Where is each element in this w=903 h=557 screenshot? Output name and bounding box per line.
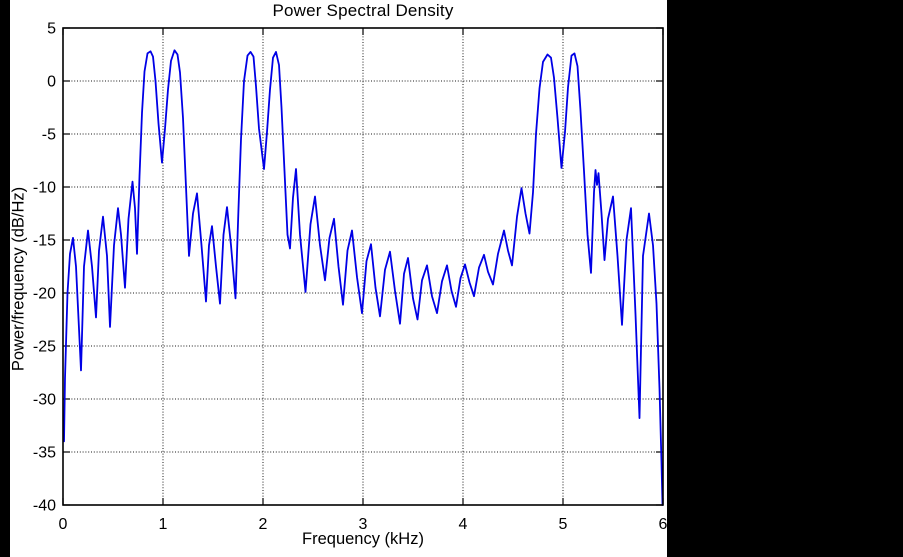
- y-tick-label: -10: [33, 180, 56, 197]
- x-tick-label: 2: [259, 516, 268, 533]
- left-matte: [0, 0, 10, 557]
- y-tick-label: -25: [33, 339, 56, 356]
- y-tick-label: 5: [47, 21, 56, 38]
- y-tick-label: -30: [33, 392, 56, 409]
- x-tick-label: 5: [559, 516, 568, 533]
- y-tick-label: -20: [33, 286, 56, 303]
- x-tick-label: 6: [659, 516, 668, 533]
- y-tick-label: -40: [33, 498, 56, 515]
- y-tick-label: -5: [42, 127, 56, 144]
- x-tick-label: 1: [159, 516, 168, 533]
- y-axis-label: Power/frequency (dB/Hz): [9, 186, 28, 372]
- chart-title: Power Spectral Density: [272, 1, 454, 20]
- psd-curve: [63, 49, 664, 506]
- x-tick-label: 4: [459, 516, 468, 533]
- x-axis-label: Frequency (kHz): [302, 530, 424, 548]
- right-matte: [667, 0, 903, 557]
- axis-box: [62, 27, 664, 506]
- x-tick-label: 0: [59, 516, 68, 533]
- y-tick-label: -35: [33, 445, 56, 462]
- y-tick-label: -15: [33, 233, 56, 250]
- x-tick-label: 3: [359, 516, 368, 533]
- y-tick-label: 0: [47, 74, 56, 91]
